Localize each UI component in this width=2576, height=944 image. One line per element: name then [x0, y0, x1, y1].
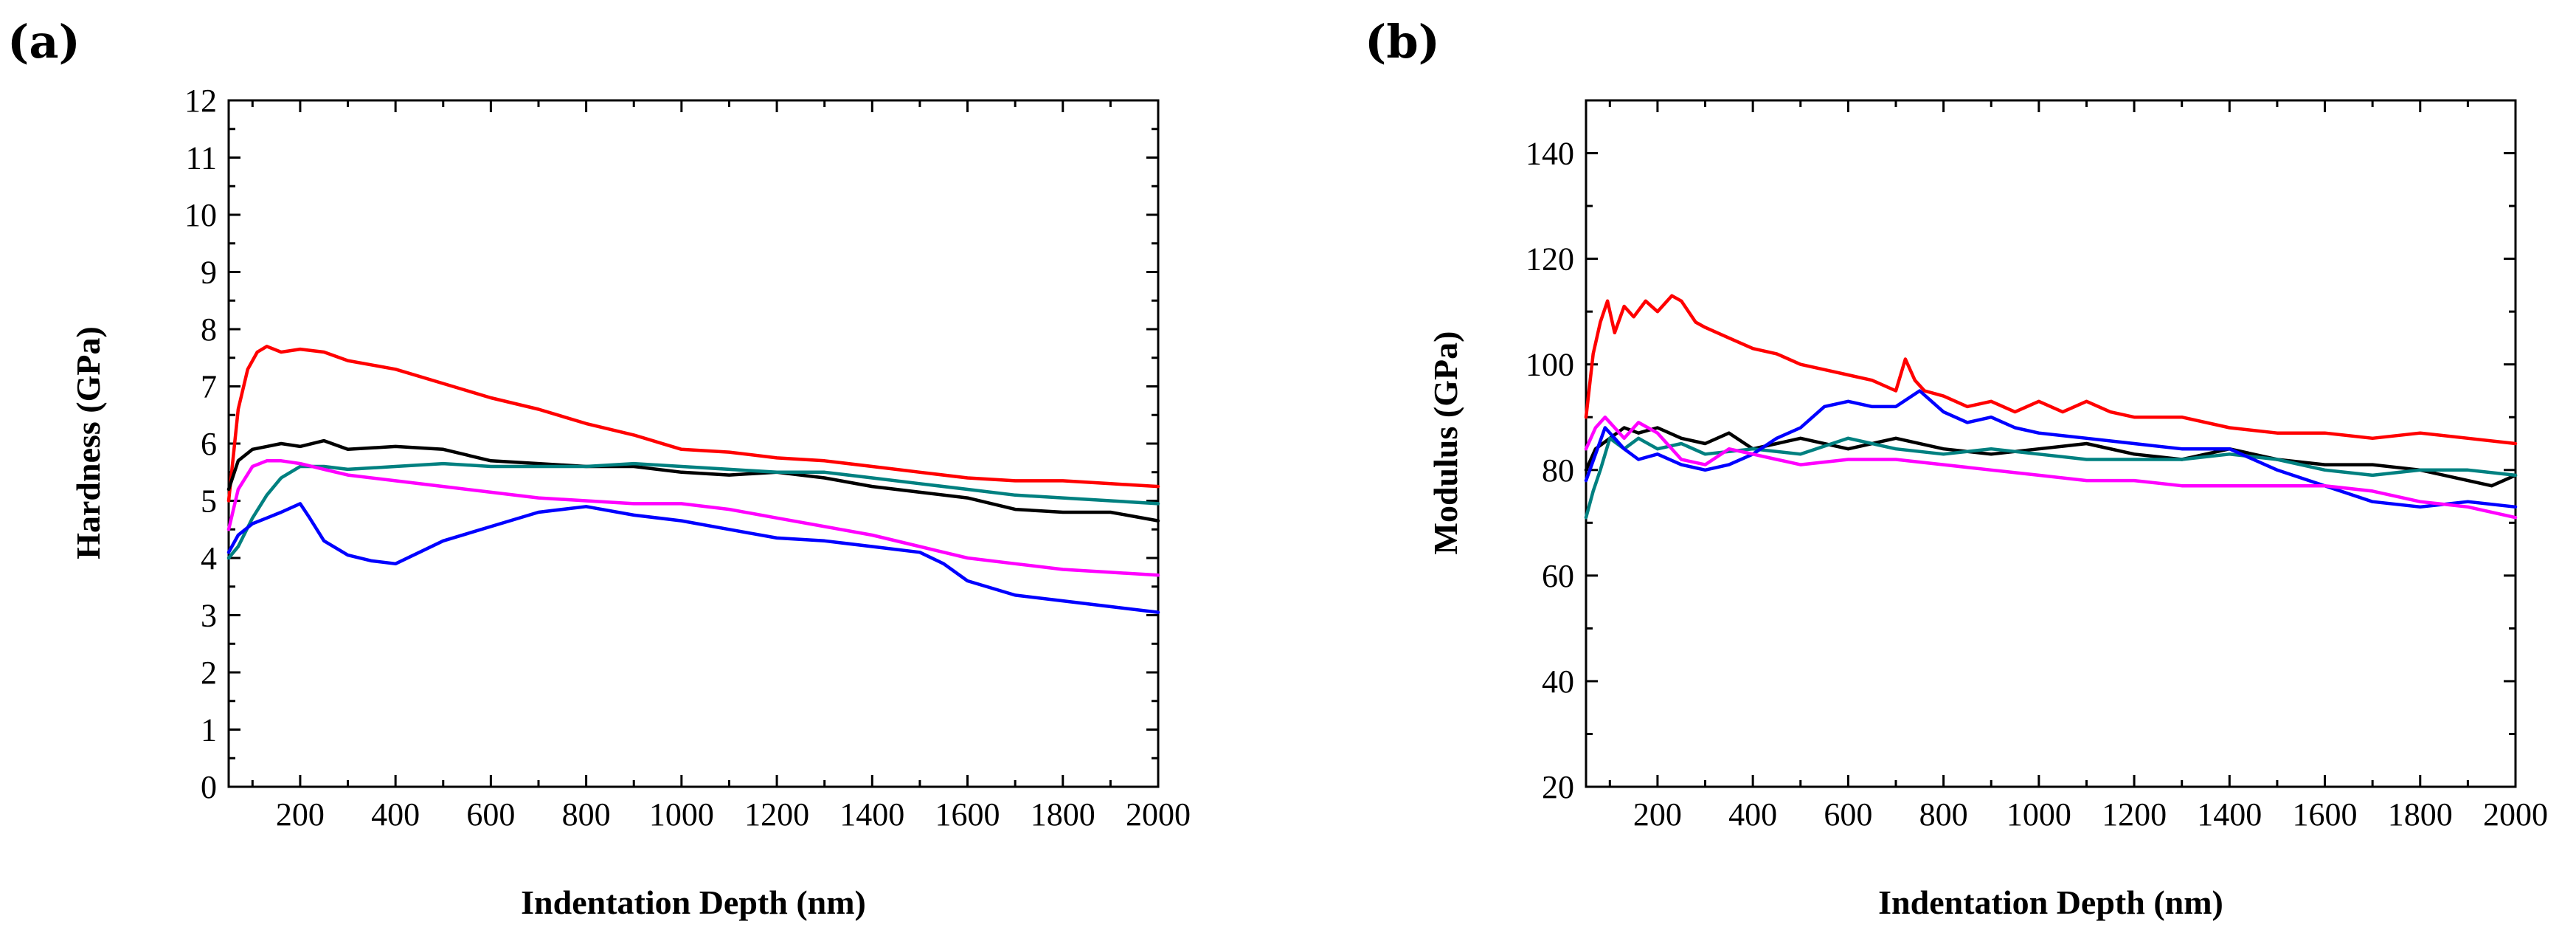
y-axis-title: Modulus (GPa) — [1427, 331, 1464, 555]
x-tick-label: 800 — [562, 796, 611, 833]
x-tick-label: 200 — [1633, 796, 1682, 833]
y-tick-label: 10 — [184, 197, 217, 233]
x-tick-label: 1200 — [2102, 796, 2167, 833]
x-tick-label: 1400 — [2197, 796, 2262, 833]
x-tick-label: 600 — [466, 796, 515, 833]
y-tick-label: 2 — [201, 655, 217, 691]
y-tick-label: 7 — [201, 369, 217, 405]
series-layer — [1584, 294, 2518, 520]
axis-ticks: 200 400 600 800 1000 1200 1400 1600 1800 20000123… — [184, 83, 1191, 833]
axis-ticks: 200 400 600 800 1000 1200 1400 1600 1800 2000 20 40… — [1526, 100, 2548, 833]
x-tick-label: 200 — [276, 796, 325, 833]
series-line-red — [226, 345, 1160, 503]
x-tick-label: 600 — [1824, 796, 1872, 833]
y-tick-label: 3 — [201, 598, 217, 634]
series-line-red — [1584, 294, 2518, 446]
x-tick-label: 1800 — [2388, 796, 2453, 833]
y-tick-label: 1 — [201, 712, 217, 748]
modulus-panel: (b) 200 400 600 800 1000 1200 1400 1600 1800 2000… — [1365, 15, 2548, 921]
hardness-panel: (a) 200 400 600 800 1000 1200 1400 1600 1800 2000… — [7, 15, 1191, 921]
series-line-blue — [1584, 389, 2518, 509]
series-line-magenta — [226, 459, 1160, 577]
y-tick-label: 8 — [201, 311, 217, 348]
series-layer — [226, 345, 1160, 614]
x-tick-label: 800 — [1919, 796, 1968, 833]
y-tick-label: 140 — [1526, 136, 1574, 172]
x-tick-label: 1800 — [1031, 796, 1095, 833]
x-axis-title: Indentation Depth (nm) — [1878, 883, 2223, 921]
x-tick-label: 400 — [1728, 796, 1777, 833]
y-tick-label: 4 — [201, 540, 217, 576]
y-tick-label: 9 — [201, 255, 217, 291]
y-tick-label: 6 — [201, 426, 217, 462]
x-tick-label: 1000 — [649, 796, 714, 833]
series-line-teal — [226, 461, 1160, 560]
x-tick-label: 1600 — [2293, 796, 2358, 833]
series-line-blue — [226, 502, 1160, 614]
series-line-black — [1584, 426, 2518, 488]
panel-label-a: (a) — [7, 15, 80, 69]
x-tick-label: 1200 — [744, 796, 809, 833]
y-tick-label: 60 — [1542, 558, 1574, 594]
y-tick-label: 0 — [201, 769, 217, 805]
y-tick-label: 80 — [1542, 452, 1574, 489]
x-tick-label: 2000 — [1126, 796, 1191, 833]
y-tick-label: 120 — [1526, 241, 1574, 278]
y-tick-label: 11 — [186, 140, 217, 176]
panel-label-b: (b) — [1365, 15, 1440, 69]
y-tick-label: 100 — [1526, 347, 1574, 383]
x-tick-label: 2000 — [2483, 796, 2548, 833]
y-tick-label: 5 — [201, 483, 217, 520]
y-tick-label: 40 — [1542, 664, 1574, 700]
x-tick-label: 1400 — [839, 796, 904, 833]
series-line-magenta — [1584, 415, 2518, 520]
x-axis-title: Indentation Depth (nm) — [521, 883, 866, 921]
x-tick-label: 1600 — [935, 796, 1000, 833]
plot-frame — [227, 99, 1160, 788]
y-tick-label: 20 — [1542, 769, 1574, 805]
y-axis-title: Hardness (GPa) — [69, 326, 107, 559]
x-tick-label: 1000 — [2007, 796, 2071, 833]
series-line-teal — [1584, 436, 2518, 520]
plot-frame — [1585, 99, 2517, 788]
x-tick-label: 400 — [371, 796, 420, 833]
y-tick-label: 12 — [184, 83, 217, 119]
